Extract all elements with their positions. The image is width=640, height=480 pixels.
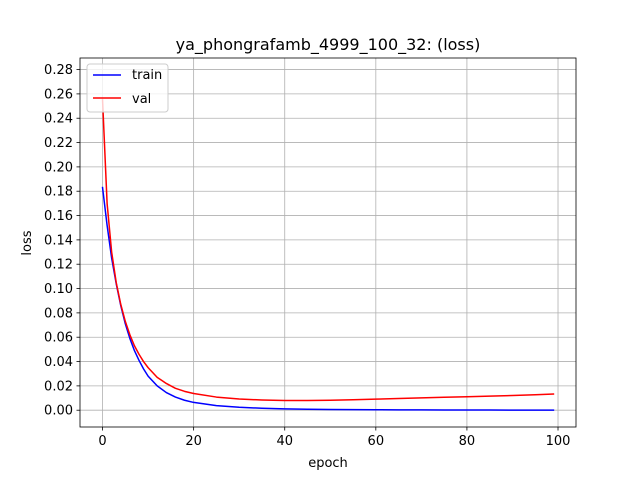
y-tick-label: 0.08 xyxy=(44,306,73,321)
x-axis-title: epoch xyxy=(308,456,348,471)
x-axis-ticks: 0 20 40 60 80 100 xyxy=(98,427,570,449)
y-tick-label: 0.14 xyxy=(44,233,73,248)
y-tick-label: 0.20 xyxy=(44,160,73,175)
y-tick-label: 0.28 xyxy=(44,63,73,78)
x-tick-label: 60 xyxy=(368,434,385,449)
series-line-val xyxy=(101,99,555,402)
plot-area-frame xyxy=(79,57,577,428)
y-tick-label: 0.06 xyxy=(44,331,73,346)
legend: train val xyxy=(86,63,169,113)
chart-title: ya_phongrafamb_4999_100_32: (loss) xyxy=(176,35,481,55)
grid xyxy=(80,58,576,427)
legend-box xyxy=(86,63,169,113)
legend-label-train: train xyxy=(132,68,162,83)
series-lines xyxy=(101,99,555,411)
y-tick-label: 0.18 xyxy=(44,185,73,200)
series-line-train xyxy=(101,186,555,411)
x-tick-label: 80 xyxy=(459,434,476,449)
x-tick-label: 20 xyxy=(185,434,202,449)
y-tick-label: 0.16 xyxy=(44,209,73,224)
y-tick-label: 0.12 xyxy=(44,258,73,273)
y-tick-label: 0.22 xyxy=(44,136,73,151)
y-tick-label: 0.26 xyxy=(44,87,73,102)
y-tick-label: 0.10 xyxy=(44,282,73,297)
y-axis-title: loss xyxy=(20,230,35,255)
y-axis-ticks: 0.00 0.02 0.04 0.06 0.08 0.10 0.12 0.14 0.16 0.18… xyxy=(44,63,80,419)
x-tick-label: 0 xyxy=(98,434,106,449)
y-tick-label: 0.04 xyxy=(44,355,73,370)
x-tick-label: 100 xyxy=(546,434,571,449)
y-tick-label: 0.00 xyxy=(44,404,73,419)
y-tick-label: 0.02 xyxy=(44,379,73,394)
y-tick-label: 0.24 xyxy=(44,112,73,127)
x-tick-label: 40 xyxy=(276,434,293,449)
legend-label-val: val xyxy=(132,92,151,107)
